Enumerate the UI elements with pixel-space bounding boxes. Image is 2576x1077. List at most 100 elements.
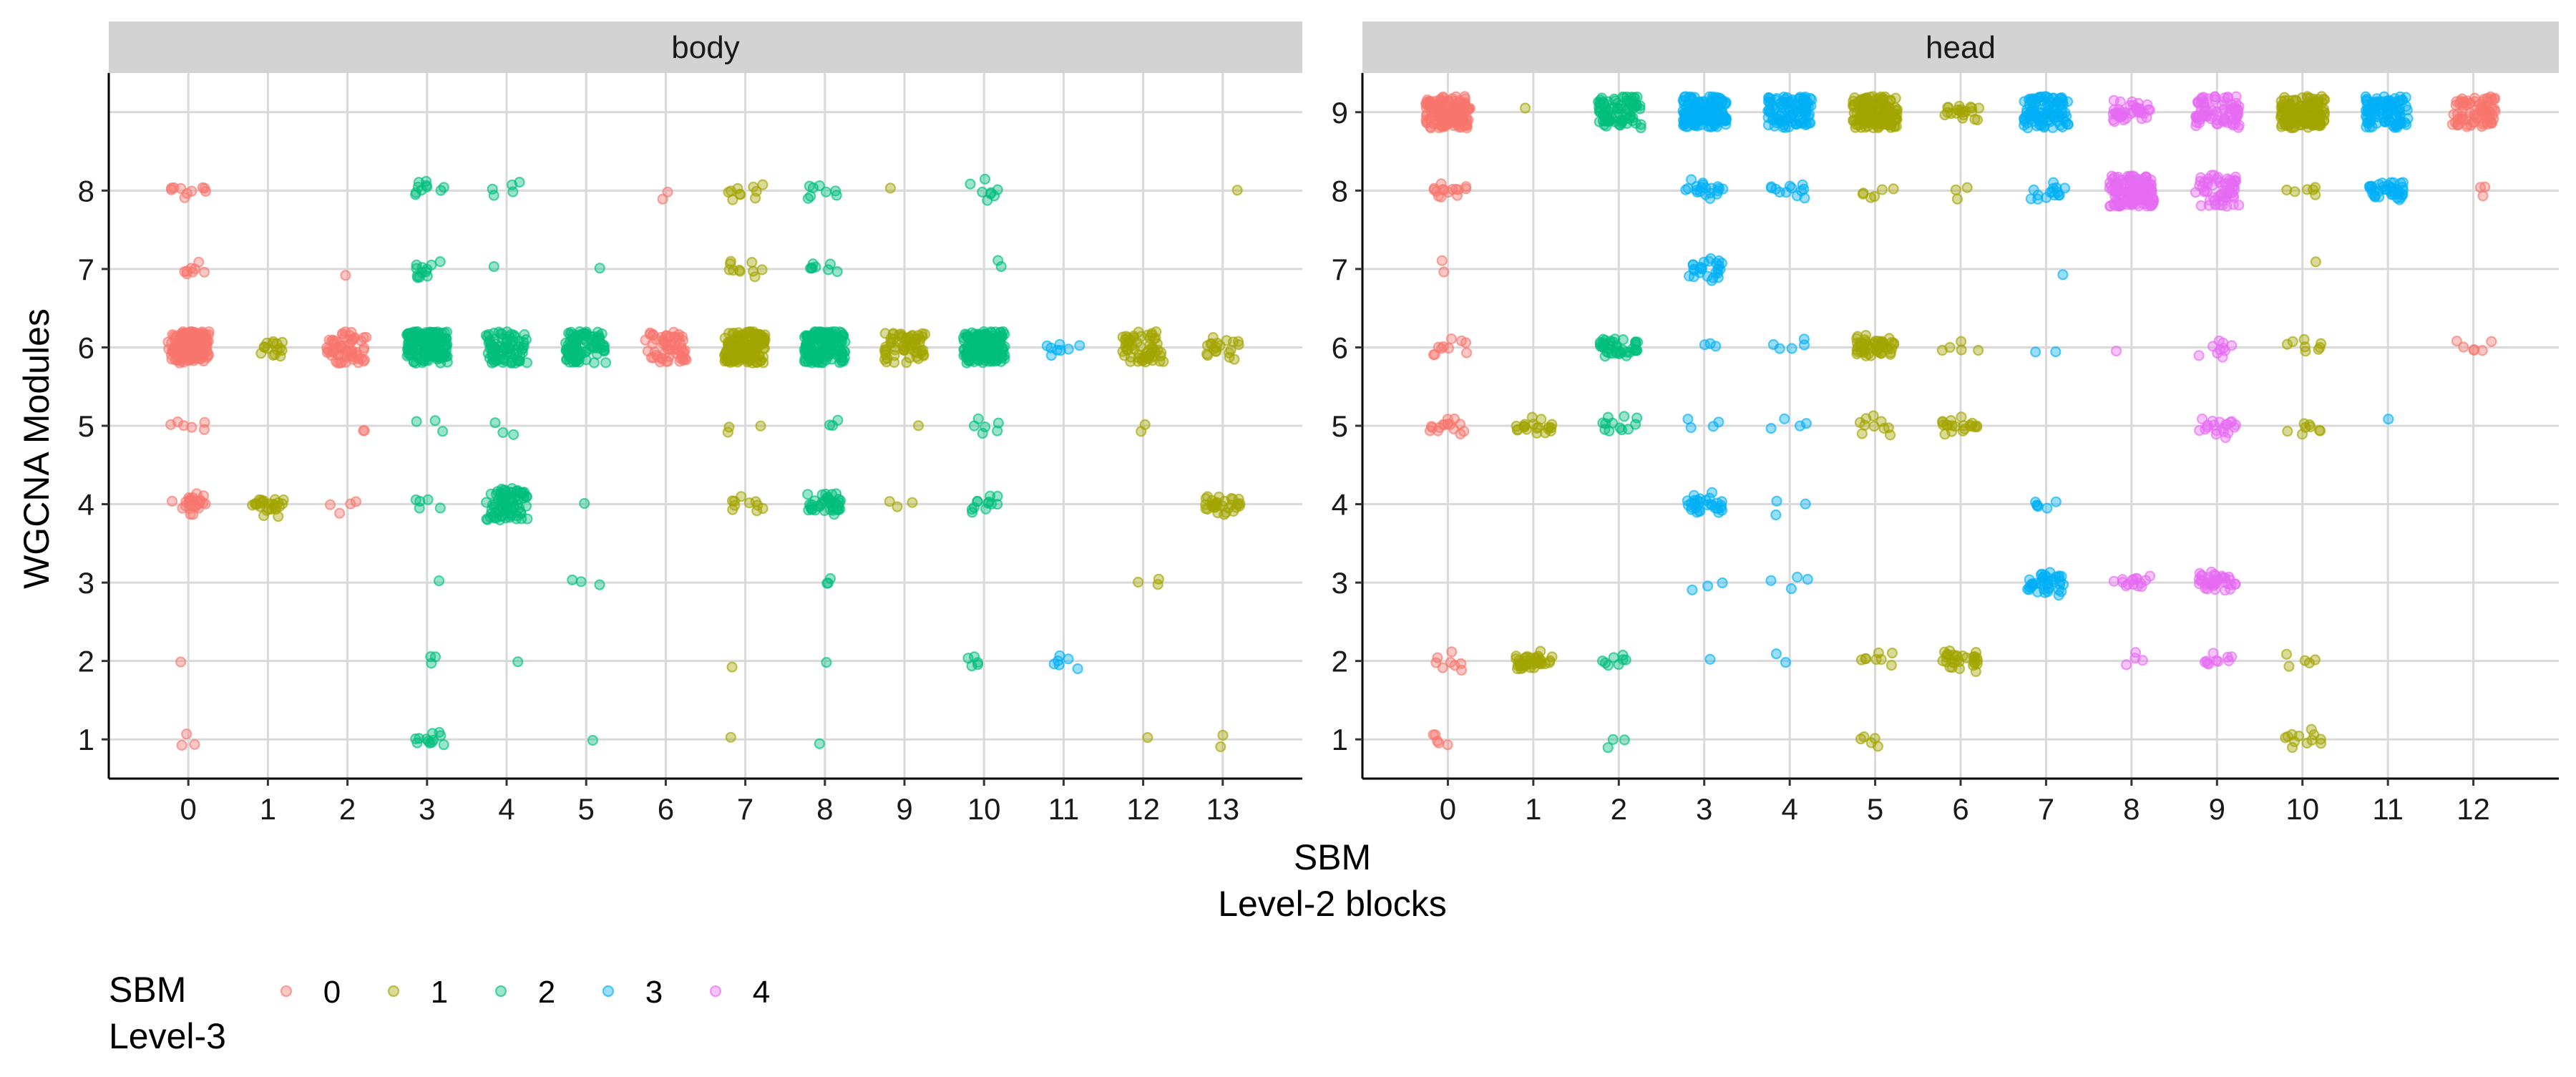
data-point	[274, 343, 286, 354]
data-point	[1869, 733, 1880, 744]
data-point	[1969, 114, 1981, 125]
data-point	[2474, 182, 2486, 193]
data-point	[1779, 413, 1790, 424]
x-tick-label: 4	[1781, 792, 1797, 826]
data-point	[434, 502, 446, 514]
data-point	[200, 185, 211, 197]
data-point	[908, 336, 919, 348]
data-point	[1973, 344, 1984, 356]
data-point	[351, 347, 362, 359]
data-point	[1201, 349, 1213, 360]
data-point	[2030, 346, 2041, 358]
data-point	[1679, 99, 1690, 110]
data-point	[500, 487, 512, 498]
data-point	[1946, 108, 1957, 120]
data-point	[2193, 350, 2205, 361]
data-point	[489, 417, 501, 429]
data-point	[1439, 419, 1450, 431]
data-point	[165, 184, 177, 195]
y-tick-label: 7	[1332, 253, 1348, 286]
data-point	[2396, 117, 2407, 130]
data-point	[258, 510, 270, 522]
data-point	[2034, 92, 2045, 103]
data-point	[177, 326, 189, 338]
data-point	[1800, 418, 1812, 429]
data-point	[1784, 180, 1795, 192]
data-point	[884, 496, 895, 507]
x-tick-label: 6	[1952, 792, 1968, 826]
data-point	[1699, 96, 1710, 107]
data-point	[1890, 113, 1901, 125]
data-point	[2275, 121, 2287, 132]
data-point	[2481, 117, 2492, 128]
data-point	[1449, 99, 1460, 111]
data-point	[2046, 109, 2058, 121]
data-point	[1878, 339, 1889, 351]
data-point	[1426, 96, 1438, 107]
data-point	[497, 333, 508, 344]
data-point	[2138, 107, 2150, 119]
data-point	[2050, 346, 2062, 358]
data-point	[334, 507, 346, 519]
data-point	[411, 416, 422, 427]
legend-items: 0 1 2 3 4	[280, 975, 770, 1010]
data-point	[1132, 576, 1144, 588]
data-point	[1458, 426, 1470, 437]
data-point	[172, 348, 184, 359]
data-point	[1762, 120, 1774, 131]
y-axis-title: WGCNA Modules	[16, 308, 57, 589]
data-point	[1427, 421, 1438, 434]
data-point	[1682, 495, 1693, 507]
data-point	[504, 343, 515, 354]
data-point	[2136, 581, 2147, 593]
data-point	[2107, 173, 2119, 185]
x-tick-label: 0	[1440, 792, 1456, 826]
data-point	[1713, 255, 1724, 266]
x-tick-label: 3	[419, 792, 435, 826]
data-point	[1956, 336, 1967, 347]
data-point	[732, 356, 743, 368]
data-point	[350, 496, 361, 507]
data-point	[1153, 573, 1164, 585]
data-point	[804, 180, 815, 192]
data-point	[1717, 577, 1728, 589]
data-point	[2133, 200, 2145, 212]
data-point	[268, 349, 279, 361]
data-point	[331, 356, 342, 367]
data-point	[1433, 341, 1444, 353]
data-point	[436, 426, 449, 437]
data-point	[1225, 344, 1236, 356]
data-point	[2210, 570, 2221, 582]
data-point	[179, 266, 190, 278]
data-point	[1855, 338, 1867, 349]
data-point	[1126, 340, 1138, 351]
y-tick-label: 1	[78, 723, 94, 756]
data-point	[1602, 107, 1614, 120]
x-tick-label: 7	[2038, 792, 2054, 826]
y-tick-label: 9	[1332, 96, 1348, 130]
data-point	[1785, 583, 1797, 595]
x-tick-label: 4	[498, 792, 514, 826]
x-tick-label: 5	[578, 792, 595, 826]
data-point	[410, 733, 421, 745]
data-point	[2311, 117, 2323, 128]
data-point	[1856, 97, 1868, 109]
data-point	[338, 340, 350, 351]
data-point	[1710, 341, 1722, 352]
data-point	[804, 349, 816, 361]
data-point	[490, 512, 502, 524]
data-point	[968, 420, 980, 432]
data-point	[2383, 413, 2394, 425]
data-point	[198, 266, 210, 278]
data-point	[2317, 105, 2328, 117]
data-point	[1442, 739, 1453, 751]
data-point	[518, 340, 530, 351]
data-point	[1713, 416, 1724, 428]
data-point	[2211, 118, 2223, 130]
data-point	[747, 265, 759, 277]
data-point	[1855, 122, 1867, 133]
data-point	[680, 354, 692, 366]
data-point	[422, 494, 434, 505]
strip-body-bg	[109, 21, 1302, 73]
data-point	[1072, 663, 1083, 675]
